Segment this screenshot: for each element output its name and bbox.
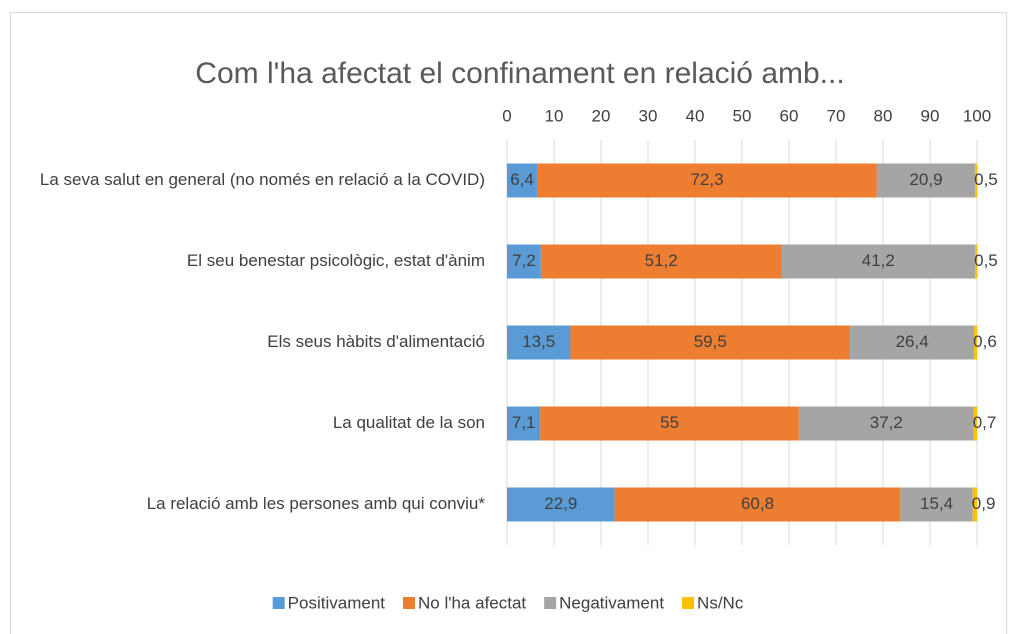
bar-segment (570, 325, 851, 360)
legend-swatch (403, 597, 415, 609)
bar-segment (876, 163, 976, 198)
data-label: 6,4 (510, 170, 534, 189)
data-label: 7,1 (512, 413, 536, 432)
bar-segment (781, 244, 976, 279)
legend-swatch (544, 597, 557, 609)
data-label: 20,9 (909, 170, 942, 189)
chart-title: Com l'ha afectat el confinament en relac… (195, 57, 844, 90)
data-label: 13,5 (522, 332, 555, 351)
data-label: 37,2 (870, 413, 903, 432)
x-tick-label: 30 (639, 106, 658, 125)
data-label: 26,4 (896, 332, 929, 351)
bar-segment (973, 406, 977, 441)
data-label: 41,2 (862, 251, 895, 270)
data-label: 60,8 (741, 494, 774, 513)
bar-segment (974, 325, 977, 360)
y-tick-label: La seva salut en general (no només en re… (40, 170, 485, 189)
bar-segment (972, 487, 977, 522)
bar-segment (507, 406, 541, 441)
data-label: 0,6 (973, 332, 997, 351)
y-tick-label: La relació amb les persones amb qui conv… (147, 494, 486, 513)
data-label: 51,2 (645, 251, 678, 270)
legend-label: Positivament (288, 593, 386, 612)
data-label: 0,7 (973, 413, 997, 432)
data-label: 72,3 (690, 170, 723, 189)
bar-segment (507, 244, 541, 279)
y-tick-label: Els seus hàbits d'alimentació (267, 332, 485, 351)
legend-label: Negativament (559, 593, 664, 612)
bar-segment (975, 163, 978, 198)
x-tick-label: 100 (963, 106, 991, 125)
y-tick-label: La qualitat de la son (333, 413, 485, 432)
legend-label: No l'ha afectat (418, 593, 526, 612)
data-label: 15,4 (920, 494, 953, 513)
data-label: 0,5 (974, 170, 998, 189)
bar-segment (798, 406, 974, 441)
bar-segment (537, 163, 877, 198)
legend-swatch (272, 597, 285, 609)
data-label: 22,9 (544, 494, 577, 513)
data-label: 7,2 (512, 251, 536, 270)
x-tick-label: 50 (733, 106, 752, 125)
bar-segment (540, 406, 799, 441)
x-tick-label: 90 (921, 106, 940, 125)
chart-border (10, 12, 1007, 634)
x-tick-label: 60 (780, 106, 799, 125)
bar-segment (975, 244, 978, 279)
data-label: 0,5 (974, 251, 998, 270)
bar-segment (850, 325, 975, 360)
bar-segment (614, 487, 901, 522)
bar-segment (900, 487, 973, 522)
bar-segment (540, 244, 782, 279)
bar-segment (507, 325, 571, 360)
data-label: 0,9 (972, 494, 996, 513)
bar-segment (507, 487, 615, 522)
legend: Positivament No l'ha afectat Negativament N… (272, 593, 744, 612)
data-label: 55 (660, 413, 679, 432)
data-label: 59,5 (694, 332, 727, 351)
x-tick-label: 20 (592, 106, 611, 125)
legend-swatch (682, 597, 695, 609)
x-tick-label: 80 (874, 106, 893, 125)
x-tick-label: 0 (502, 106, 511, 125)
x-tick-label: 70 (827, 106, 846, 125)
legend-label: Ns/Nc (697, 593, 744, 612)
x-tick-label: 10 (545, 106, 564, 125)
y-tick-label: El seu benestar psicològic, estat d'ànim (187, 251, 485, 270)
x-tick-label: 40 (686, 106, 705, 125)
bar-segment (507, 163, 538, 198)
